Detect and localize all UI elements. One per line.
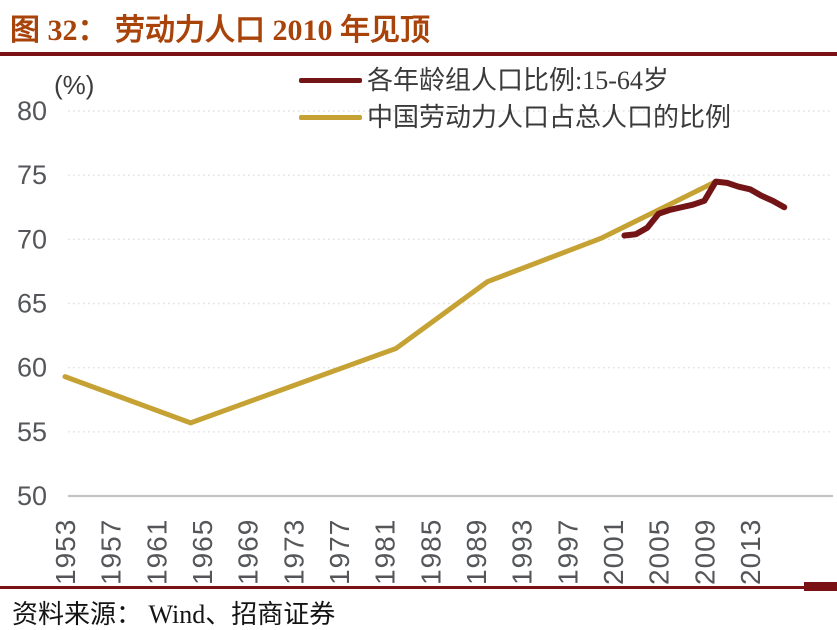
x-tick-label: 1973 — [278, 519, 309, 585]
series-line-age-group — [621, 178, 788, 239]
y-tick-label: 60 — [17, 353, 47, 383]
footer-divider — [0, 586, 837, 589]
x-tick-label: 1961 — [141, 519, 172, 585]
legend-line-swatch-dark-red — [299, 78, 362, 83]
title-underline — [0, 52, 837, 56]
chart-legend: 各年龄组人口比例:15-64岁 中国劳动力人口占总人口的比例 — [299, 62, 731, 136]
y-tick-label: 70 — [17, 224, 47, 254]
x-tick-label: 1981 — [370, 519, 401, 585]
x-tick-label: 1977 — [324, 519, 355, 585]
y-axis-unit-label: (%) — [54, 70, 95, 100]
legend-label: 中国劳动力人口占总人口的比例 — [367, 102, 732, 132]
x-tick-label: 2001 — [598, 519, 629, 585]
x-tick-label: 1957 — [96, 519, 127, 585]
x-tick-label: 2013 — [735, 519, 766, 585]
x-tick-label: 1965 — [187, 519, 218, 585]
y-tick-label: 65 — [17, 289, 47, 319]
source-note: 资料来源： Wind、招商证券 — [12, 600, 336, 629]
x-tick-label: 1989 — [461, 519, 492, 585]
x-tick-label: 1985 — [415, 519, 446, 585]
y-tick-label: 55 — [17, 417, 47, 447]
x-tick-label: 2005 — [644, 519, 675, 585]
y-tick-label: 80 — [17, 96, 47, 126]
legend-line-swatch-gold — [299, 115, 362, 120]
x-tick-label: 1993 — [507, 519, 538, 585]
y-tick-label: 75 — [17, 160, 47, 190]
x-tick-label: 1953 — [50, 519, 81, 585]
x-tick-label: 1969 — [233, 519, 264, 585]
x-tick-label: 1997 — [552, 519, 583, 585]
legend-item-labor-force: 中国劳动力人口占总人口的比例 — [299, 99, 731, 136]
legend-label: 各年龄组人口比例:15-64岁 — [367, 65, 669, 95]
x-tick-label: 2009 — [689, 519, 720, 585]
y-tick-label: 50 — [17, 481, 47, 511]
legend-item-age-group: 各年龄组人口比例:15-64岁 — [299, 62, 731, 99]
figure-title: 图 32： 劳动力人口 2010 年见顶 — [10, 14, 430, 47]
footer-divider-end-block — [804, 582, 837, 591]
series-line-labor-force — [62, 179, 719, 426]
